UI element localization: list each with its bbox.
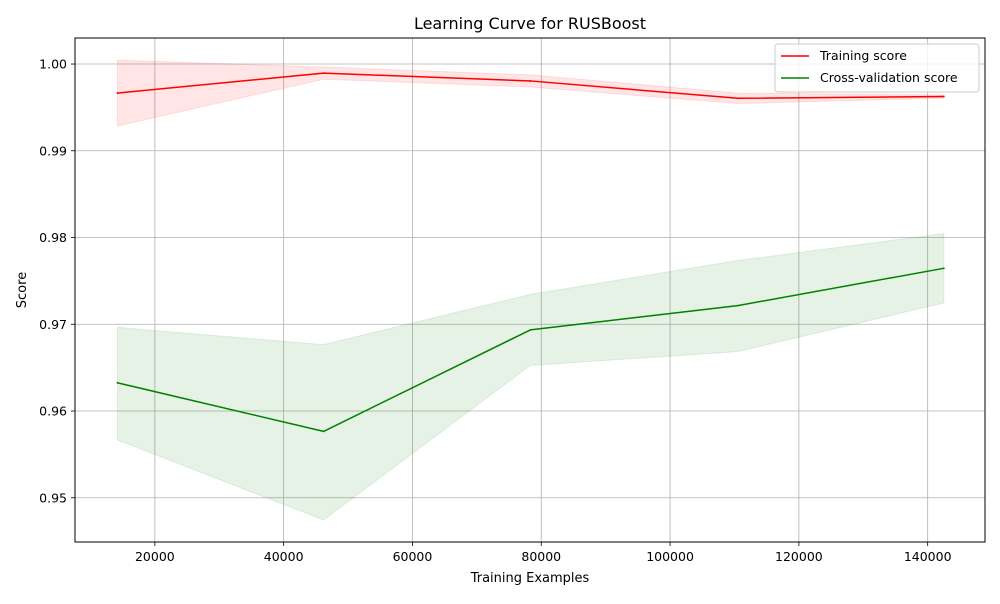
x-tick-label: 60000	[393, 549, 433, 564]
x-tick-label: 140000	[904, 549, 952, 564]
x-tick-label: 120000	[775, 549, 823, 564]
legend-label-training: Training score	[819, 48, 907, 63]
point-training	[116, 92, 119, 94]
x-axis-ticks: 20000 40000 60000 80000 100000 120000 140000	[135, 542, 952, 564]
point-cross-validation	[116, 381, 119, 384]
y-tick-label: 0.95	[39, 490, 67, 505]
point-training	[322, 72, 325, 75]
x-tick-label: 100000	[646, 549, 694, 564]
x-tick-label: 20000	[135, 549, 175, 564]
series-lines	[116, 72, 945, 433]
point-cross-validation	[942, 267, 945, 270]
y-tick-label: 0.96	[39, 404, 67, 419]
legend-box	[774, 43, 980, 93]
grid	[75, 38, 985, 542]
y-axis-label: Score	[15, 272, 30, 308]
point-cross-validation	[529, 329, 532, 331]
point-training	[736, 97, 739, 100]
x-tick-label: 40000	[264, 549, 304, 564]
y-tick-label: 0.99	[39, 143, 67, 158]
y-tick-label: 0.97	[39, 317, 67, 332]
point-cross-validation	[736, 304, 739, 307]
y-axis-ticks: 0.95 0.96 0.97 0.98 0.99 1.00	[39, 57, 75, 505]
y-tick-label: 0.98	[39, 230, 67, 245]
point-training	[942, 95, 945, 98]
x-axis-label: Training Examples	[470, 571, 590, 586]
point-training	[529, 80, 532, 82]
x-tick-label: 80000	[521, 549, 561, 564]
plot-frame	[74, 37, 986, 543]
y-tick-label: 1.00	[39, 57, 67, 72]
chart-title: Learning Curve for RUSBoost	[414, 14, 646, 33]
point-cross-validation	[322, 430, 325, 433]
legend-label-cross-validation: Cross-validation score	[820, 70, 958, 85]
band-training	[117, 59, 945, 127]
legend: Training score Cross-validation score	[774, 43, 980, 93]
